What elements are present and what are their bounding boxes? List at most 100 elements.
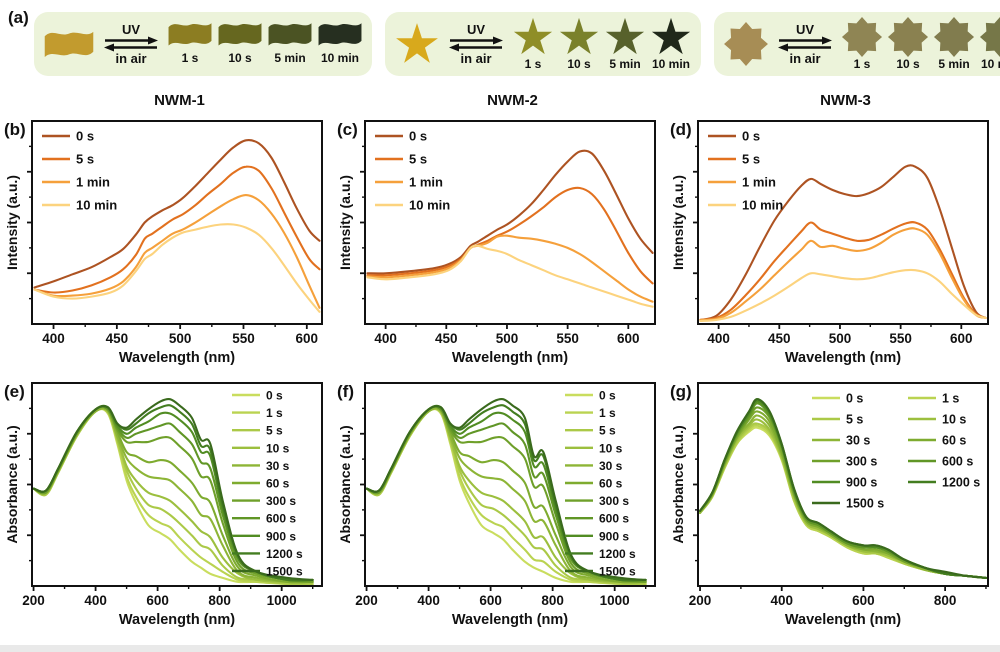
panel-g-chart: (g) 200 400 600 800 Wavelength (nm) Absorbanc…	[666, 378, 999, 634]
sample-time-label: 10 min	[320, 51, 359, 65]
chart-svg-c: 400 450 500 550 600 Wavelength (nm) Intensity …	[337, 120, 656, 366]
panel-c-plot: 400 450 500 550 600 Wavelength (nm) Intensity …	[337, 116, 665, 373]
x-tick-label: 1000	[600, 593, 630, 608]
legend-item-1s: 1 s	[232, 406, 283, 420]
legend-label: 10 s	[942, 413, 966, 427]
sample-time-label: 10 s	[228, 51, 252, 65]
axis-ticks: 200 400 600 800 1000	[22, 407, 314, 608]
sample-time-label: 1 s	[853, 57, 871, 71]
legend-label: 60 s	[599, 477, 623, 491]
absorbance-charts-row: (e) 200 400 600 800 1000 Wavelength (nm) Absor…	[0, 378, 1000, 634]
legend-label: 1 min	[409, 175, 443, 190]
legend-item-30s: 30 s	[812, 434, 870, 448]
series-1500s	[698, 398, 988, 579]
legend-item-900s: 900 s	[565, 529, 629, 543]
flag-sample-icon	[268, 23, 312, 46]
panel-c-label: (c)	[337, 120, 358, 139]
legend-label: 1 s	[599, 406, 616, 420]
x-axis-label: Wavelength (nm)	[785, 350, 901, 366]
panel-b-plot: 400 450 500 550 600 Wavelength (nm) Intensity …	[4, 116, 332, 373]
column-title-nwm3: NWM-3	[820, 92, 871, 109]
legend: 0 s 1 s 5 s 10 s 30 s 60 s 300 s 600 s 900 s 1200…	[812, 392, 980, 511]
panel-a: UV in air 1 s 10 s 5 min 10 min UV in air 1 s 10…	[0, 6, 1000, 82]
legend-label: 1200 s	[266, 547, 303, 561]
legend: 0 s 1 s 5 s 10 s 30 s 60 s 300 s 600 s 900 s 1200…	[232, 389, 303, 579]
sample-time-label: 10 min	[651, 57, 690, 71]
initial-sample	[723, 16, 769, 72]
x-tick-label: 500	[496, 331, 519, 346]
legend-item-10min: 10 min	[42, 198, 117, 213]
legend-item-0s: 0 s	[232, 389, 283, 403]
legend-label: 300 s	[266, 494, 296, 508]
chart-svg-d: 400 450 500 550 600 Wavelength (nm) Intensity …	[670, 120, 989, 366]
legend-label: 1 min	[76, 175, 110, 190]
panel-a-label: (a)	[8, 8, 29, 27]
star5-sample-icon	[605, 17, 645, 55]
legend-label: 0 s	[599, 389, 616, 403]
legend-item-10s: 10 s	[908, 413, 966, 427]
series-group	[32, 397, 314, 586]
timed-sample: 5 min	[604, 16, 646, 72]
timed-sample: 10 s	[558, 16, 600, 72]
panel-c-chart: (c) 400 450 500 550 600 Wavelength (nm) Intens…	[333, 116, 666, 372]
column-title-nwm1: NWM-1	[154, 92, 205, 109]
chart-svg-e: 200 400 600 800 1000 Wavelength (nm) Absorbanc…	[4, 382, 323, 628]
x-tick-label: 200	[689, 593, 712, 608]
x-tick-label: 1000	[267, 593, 297, 608]
legend-item-900s: 900 s	[232, 529, 296, 543]
legend-item-60s: 60 s	[565, 477, 623, 491]
legend-label: 1200 s	[599, 547, 636, 561]
x-tick-label: 600	[296, 331, 319, 346]
timed-sample: 10 s	[887, 16, 929, 72]
legend-label: 600 s	[942, 455, 973, 469]
x-tick-label: 550	[556, 331, 579, 346]
x-tick-label: 500	[829, 331, 852, 346]
y-axis-label: Intensity (a.u.)	[672, 175, 686, 270]
equilibrium-arrows-icon	[778, 36, 832, 52]
axis-ticks: 400 450 500 550 600	[693, 145, 973, 346]
panel-d-plot: 400 450 500 550 600 Wavelength (nm) Intensity …	[670, 116, 998, 373]
x-tick-label: 600	[146, 593, 169, 608]
legend-label: 1 min	[742, 175, 776, 190]
x-tick-label: 550	[232, 331, 255, 346]
uv-equilibrium-arrows: UV in air	[775, 23, 835, 65]
panel-d-label: (d)	[670, 120, 692, 139]
axis-ticks: 400 450 500 550 600	[27, 145, 319, 346]
timed-sample: 1 s	[512, 16, 554, 72]
legend-item-0s: 0 s	[375, 129, 427, 144]
series-group	[698, 398, 988, 579]
legend: 0 s 5 s 1 min 10 min	[708, 129, 783, 213]
y-axis-label: Absorbance (a.u.)	[6, 425, 20, 543]
legend-label: 30 s	[846, 434, 870, 448]
legend-label: 5 s	[76, 152, 94, 167]
legend-label: 1200 s	[942, 476, 980, 490]
series-1500s	[365, 397, 647, 581]
x-tick-label: 600	[852, 593, 875, 608]
legend-item-600s: 600 s	[565, 512, 629, 526]
legend-item-1min: 1 min	[375, 175, 443, 190]
x-axis-label: Wavelength (nm)	[119, 350, 235, 366]
legend-item-1500s: 1500 s	[232, 565, 303, 579]
legend-item-0s: 0 s	[42, 129, 94, 144]
column-titles: NWM-1 NWM-2 NWM-3	[0, 92, 1000, 109]
x-tick-label: 400	[707, 331, 730, 346]
x-tick-label: 550	[889, 331, 912, 346]
legend-item-300s: 300 s	[812, 455, 877, 469]
legend-label: 300 s	[599, 494, 629, 508]
uv-label: UV	[466, 22, 486, 37]
legend-label: 0 s	[846, 392, 863, 406]
legend-label: 5 s	[599, 424, 616, 438]
in-air-label: in air	[789, 51, 821, 66]
panel-d-chart: (d) 400 450 500 550 600 Wavelength (nm) Intens…	[666, 116, 999, 372]
x-tick-label: 450	[106, 331, 129, 346]
legend-label: 5 s	[742, 152, 760, 167]
star5-sample-icon	[559, 17, 599, 55]
y-axis-label: Absorbance (a.u.)	[339, 425, 353, 543]
legend-label: 10 min	[409, 198, 450, 213]
legend-label: 60 s	[942, 434, 966, 448]
flag-sample-icon	[44, 31, 94, 57]
star5-sample-icon	[396, 23, 438, 63]
flag-sample-icon	[168, 23, 212, 46]
axis-ticks: 200 400 600 800	[689, 407, 987, 608]
